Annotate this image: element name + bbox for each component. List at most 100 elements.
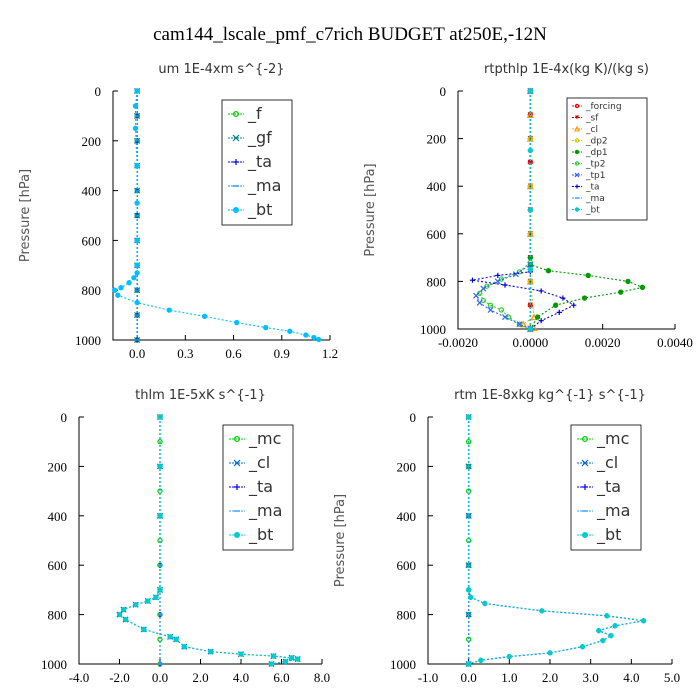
y-tick-label: 200 [48, 459, 68, 474]
data-point [538, 318, 544, 324]
legend-label: _ma [247, 176, 281, 196]
series-line [472, 91, 575, 330]
series-tp2 [477, 88, 534, 332]
data-point [571, 302, 577, 308]
data-point [132, 125, 139, 132]
data-point [133, 602, 139, 608]
series-line [479, 91, 531, 330]
y-tick-label: 200 [82, 134, 102, 149]
series-ta [469, 88, 577, 332]
legend-label: _ma [585, 194, 605, 204]
data-point [625, 278, 631, 285]
series-bt [465, 414, 647, 667]
data-point [604, 613, 610, 619]
y-tick-label: 600 [397, 558, 417, 573]
y-tick-label: 1000 [75, 333, 101, 348]
data-point [134, 200, 140, 206]
data-point [111, 287, 118, 293]
data-point [295, 656, 301, 662]
plot-area [469, 87, 646, 333]
data-point [487, 306, 494, 313]
legend-swatch-marker [574, 138, 580, 143]
legend: _f _gf _ta _ma _bt [221, 99, 293, 226]
legend-swatch-marker [574, 103, 580, 109]
data-point [505, 314, 512, 320]
legend-swatch-marker [581, 436, 588, 443]
data-point [545, 268, 552, 274]
data-point [480, 285, 487, 292]
y-tick-label: 800 [82, 283, 102, 298]
data-point [131, 275, 137, 281]
legend-label: _tp1 [585, 171, 605, 181]
data-point [527, 88, 534, 94]
x-tick-label: 5.0 [664, 670, 680, 685]
legend-label: _f [247, 104, 262, 124]
y-tick-label: 600 [427, 227, 447, 242]
legend: _mc _cl _ta _ma _bt [570, 424, 642, 551]
legend: _mc _cl _ta _ma _bt [222, 424, 294, 551]
data-point [495, 272, 501, 279]
data-point [157, 587, 163, 593]
legend-label: _sf [585, 114, 599, 124]
series-bt [111, 88, 322, 343]
data-point [166, 307, 172, 313]
panel-title: rtm 1E-8xkg kg^{-1} s^{-1} [454, 388, 646, 403]
data-point [556, 309, 562, 315]
y-tick-label: 400 [397, 509, 417, 524]
data-point [552, 302, 559, 308]
x-tick-label: 2.0 [192, 670, 208, 685]
x-tick-label: 6.0 [273, 670, 289, 685]
legend-label: _ma [248, 501, 282, 521]
legend-label: _bt [596, 525, 621, 545]
data-point [581, 295, 588, 301]
data-point [132, 103, 139, 109]
legend-label: _mc [248, 429, 281, 449]
x-tick-label: 8.0 [314, 670, 330, 685]
series-line [118, 417, 298, 665]
data-point [494, 278, 501, 285]
legend-swatch-marker [574, 207, 580, 212]
legend-label: _tp2 [585, 160, 605, 170]
legend-label: _mc [596, 429, 629, 449]
y-tick-label: 800 [48, 608, 68, 623]
legend-swatch-marker [233, 110, 240, 117]
data-point [478, 657, 484, 663]
data-point [506, 653, 513, 660]
legend-swatch-marker [574, 125, 580, 132]
y-tick-label: 1000 [41, 657, 67, 672]
data-point [288, 655, 295, 661]
data-point [498, 307, 505, 313]
x-tick-label: 1.2 [322, 346, 338, 361]
data-point [502, 282, 508, 288]
series-mc [157, 414, 163, 667]
legend-swatch-marker [581, 531, 588, 538]
y-tick-label: 800 [397, 608, 417, 623]
plot-area [465, 413, 647, 668]
data-point [134, 262, 140, 268]
data-point [468, 594, 474, 600]
data-point [534, 314, 541, 320]
data-point [640, 618, 647, 624]
x-tick-label: 4.0 [623, 670, 639, 685]
data-point [539, 608, 545, 614]
chart-panel-1: um 1E-4xm s^{-2} Pressure [hPa] 0 200 400 600… [18, 62, 338, 361]
y-tick-label: 200 [397, 459, 417, 474]
series-line [521, 91, 536, 330]
x-tick-label: -4.0 [69, 670, 90, 685]
data-point [118, 285, 124, 291]
legend-box [566, 97, 648, 221]
x-tick-label: -0.0020 [438, 335, 478, 350]
data-point [547, 650, 553, 656]
data-point [263, 324, 269, 331]
y-tick-label: 600 [82, 233, 102, 248]
data-point [527, 207, 534, 213]
legend-label: _ta [248, 477, 273, 497]
data-point [482, 600, 488, 607]
legend-label: _dp2 [585, 137, 608, 147]
data-point [538, 288, 544, 294]
data-point [134, 299, 140, 306]
y-tick-label: 200 [427, 132, 447, 147]
data-point [157, 439, 163, 445]
figure-title: cam144_lscale_pmf_c7rich BUDGET at250E,-… [153, 24, 547, 45]
y-tick-label: 1000 [390, 657, 416, 672]
